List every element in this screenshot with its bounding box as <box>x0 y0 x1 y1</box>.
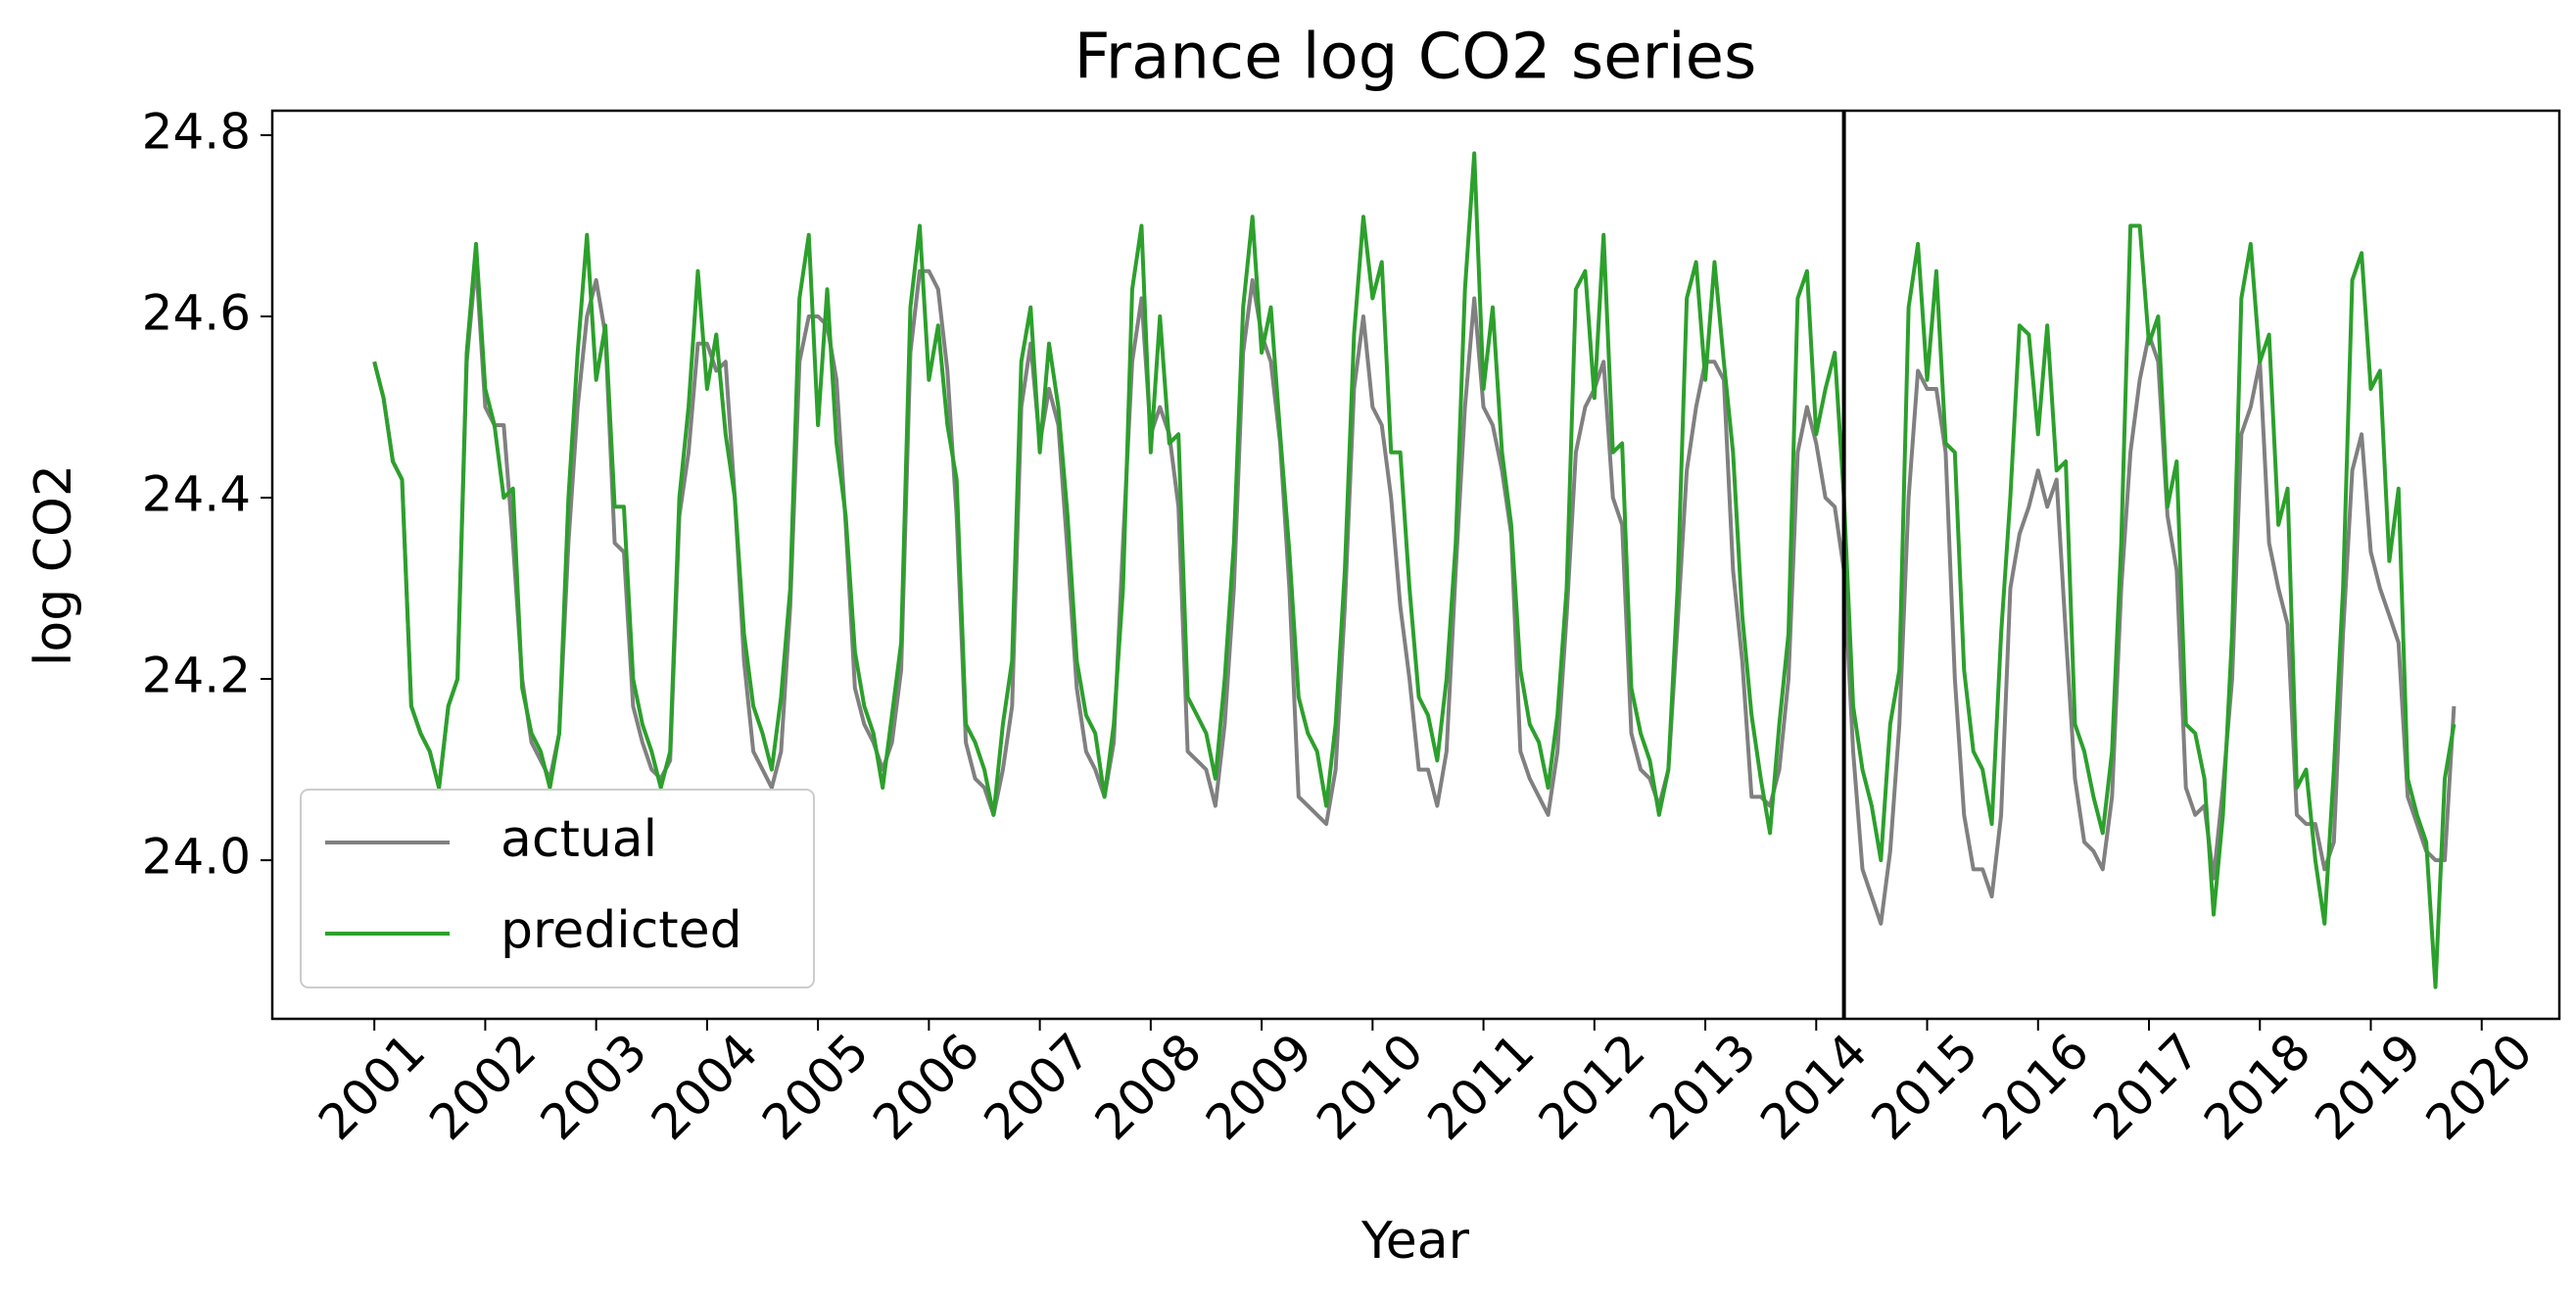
chart-title: France log CO2 series <box>1074 22 1757 94</box>
series-line <box>372 151 2457 989</box>
y-tick-label: 24.4 <box>142 466 251 523</box>
y-tick-label: 24.8 <box>142 103 251 160</box>
y-axis-label: log CO2 <box>24 464 83 666</box>
legend-label: actual <box>501 810 657 869</box>
legend: actual predicted <box>300 789 815 988</box>
legend-box <box>300 789 815 988</box>
y-tick-label: 24.6 <box>142 285 251 342</box>
legend-label: predicted <box>501 901 742 960</box>
y-tick-label: 24.2 <box>142 648 251 704</box>
plot-frame <box>270 109 2561 1021</box>
x-axis-label: Year <box>1360 1212 1470 1271</box>
y-tick-label: 24.0 <box>142 829 251 886</box>
